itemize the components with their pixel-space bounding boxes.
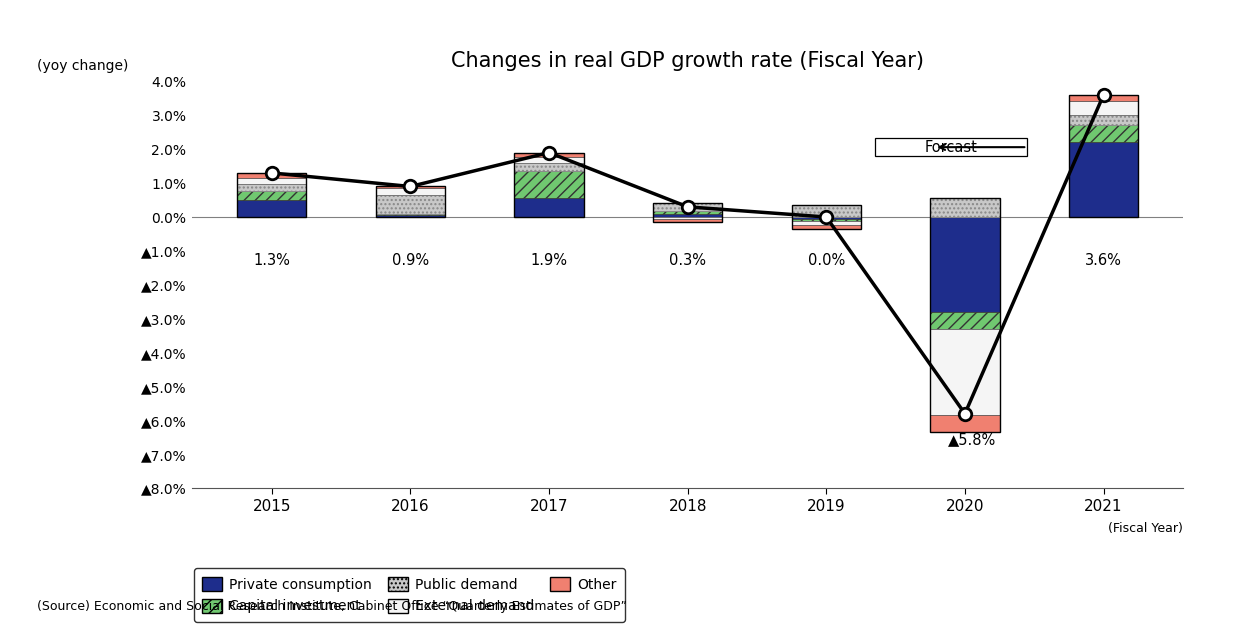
Bar — [792, 217, 861, 218]
Bar — [514, 163, 584, 170]
Bar — [930, 312, 1000, 329]
Bar — [237, 178, 306, 184]
Bar — [1069, 125, 1139, 142]
Bar — [514, 157, 584, 163]
Bar — [514, 198, 584, 217]
Bar — [653, 219, 722, 222]
Bar — [930, 416, 1000, 433]
Text: 3.6%: 3.6% — [1085, 253, 1123, 268]
Bar — [514, 170, 584, 198]
Bar — [375, 187, 445, 188]
Text: 1.9%: 1.9% — [530, 253, 567, 268]
Bar — [792, 205, 861, 217]
Bar — [930, 198, 1000, 217]
Text: 0.9%: 0.9% — [392, 253, 429, 268]
Bar — [653, 203, 722, 222]
Bar — [653, 211, 722, 213]
Text: (Source) Economic and Social Research Institute, Cabinet Office “Quarterly Estim: (Source) Economic and Social Research In… — [37, 600, 627, 613]
Bar — [875, 138, 1027, 156]
Title: Changes in real GDP growth rate (Fiscal Year): Changes in real GDP growth rate (Fiscal … — [451, 51, 924, 71]
Text: ▲5.8%: ▲5.8% — [948, 433, 996, 448]
Bar — [930, 198, 1000, 433]
Text: 1.3%: 1.3% — [253, 253, 290, 268]
Bar — [237, 190, 306, 200]
Bar — [514, 153, 584, 217]
Bar — [375, 213, 445, 215]
Bar — [792, 225, 861, 229]
Bar — [792, 205, 861, 229]
Bar — [375, 195, 445, 213]
Bar — [930, 217, 1000, 312]
Bar — [930, 329, 1000, 416]
Bar — [653, 213, 722, 217]
Text: 0.0%: 0.0% — [808, 253, 845, 268]
Bar — [237, 184, 306, 190]
Text: Forcast: Forcast — [924, 140, 978, 155]
Text: 0.3%: 0.3% — [669, 253, 706, 268]
Legend: Private consumption, Capital investment, Public demand, External demand, Other: Private consumption, Capital investment,… — [195, 568, 624, 622]
Bar — [1069, 101, 1139, 115]
Bar — [1069, 142, 1139, 217]
Text: (yoy change): (yoy change) — [37, 59, 129, 73]
Bar — [514, 153, 584, 157]
Bar — [1069, 95, 1139, 217]
Bar — [792, 218, 861, 222]
Bar — [237, 200, 306, 217]
Bar — [237, 173, 306, 178]
Bar — [653, 217, 722, 219]
Bar — [1069, 95, 1139, 101]
Bar — [653, 203, 722, 211]
Bar — [375, 215, 445, 217]
Bar — [375, 188, 445, 195]
Bar — [237, 173, 306, 217]
Bar — [792, 222, 861, 225]
Bar — [1069, 115, 1139, 125]
Text: (Fiscal Year): (Fiscal Year) — [1109, 523, 1183, 535]
Bar — [375, 187, 445, 217]
